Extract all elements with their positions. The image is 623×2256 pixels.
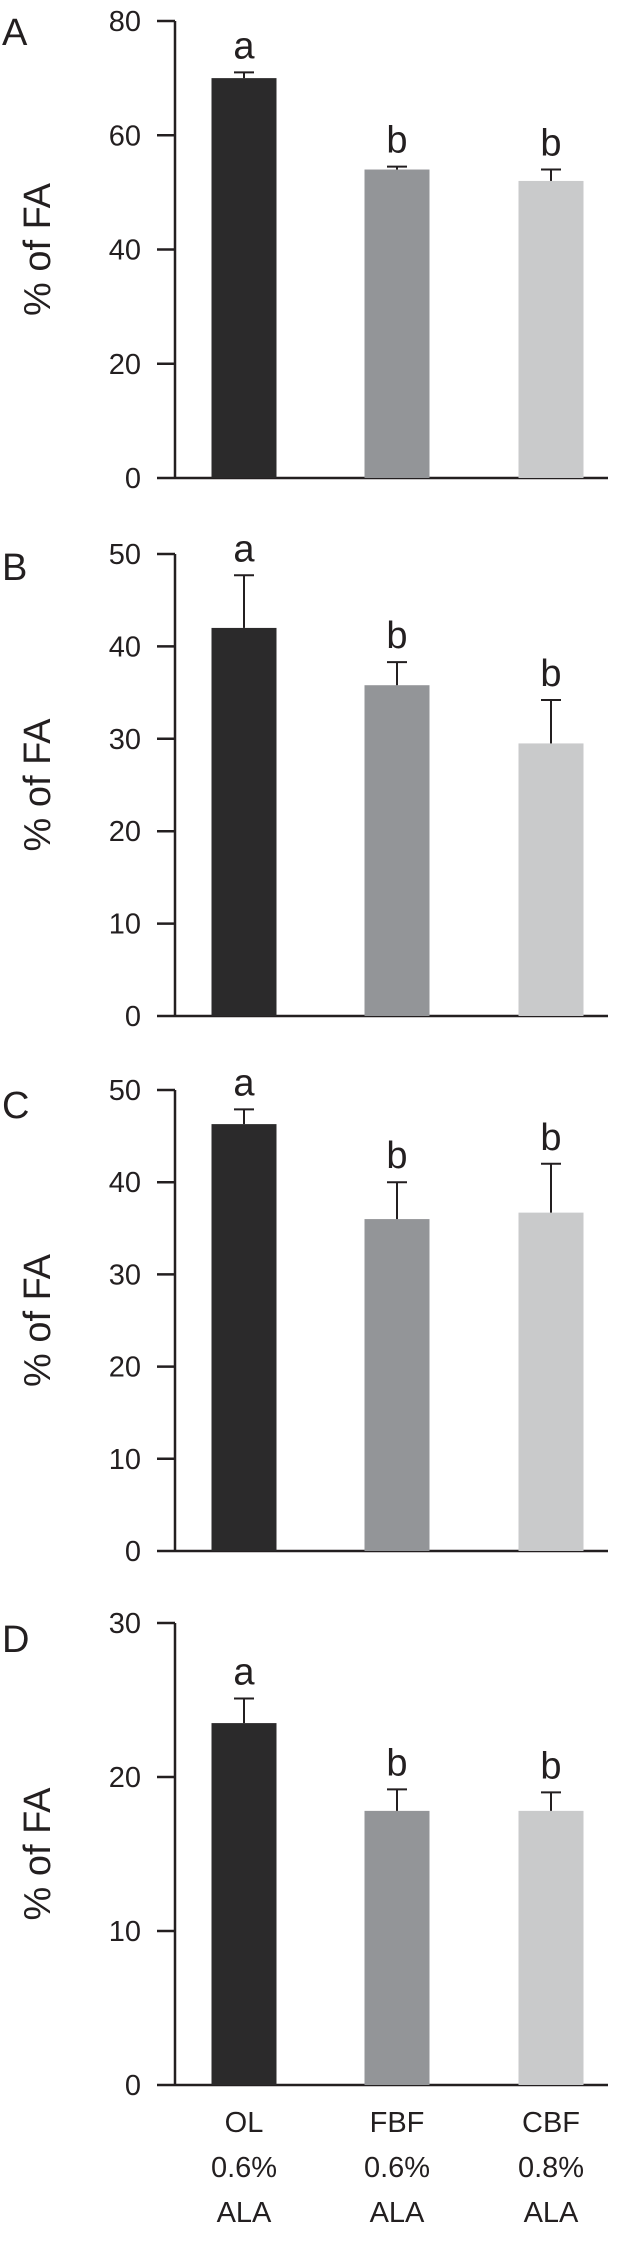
significance-letter: a	[233, 25, 255, 67]
y-tick-label: 60	[109, 120, 141, 152]
y-tick-label: 20	[109, 1762, 141, 1794]
x-category-label: 0.6%	[364, 2152, 430, 2184]
significance-letter: b	[540, 653, 561, 695]
y-axis-title: % of FA	[17, 718, 59, 852]
significance-letter: b	[386, 1135, 407, 1177]
y-tick-label: 50	[109, 539, 141, 571]
panel-letter: D	[2, 1619, 29, 1661]
bar	[518, 743, 584, 1016]
y-tick-label: 10	[109, 909, 141, 941]
x-category-label: ALA	[370, 2197, 425, 2229]
y-tick-label: 30	[109, 1259, 141, 1291]
y-tick-label: 40	[109, 631, 141, 663]
bar	[364, 1219, 430, 1551]
significance-letter: b	[386, 1742, 407, 1784]
y-tick-label: 0	[125, 463, 141, 495]
bar	[518, 180, 584, 478]
bar	[518, 1212, 584, 1551]
y-tick-label: 0	[125, 2070, 141, 2102]
y-tick-label: 20	[109, 1352, 141, 1384]
bar	[211, 1124, 277, 1551]
significance-letter: b	[540, 1745, 561, 1787]
y-tick-label: 30	[109, 724, 141, 756]
y-axis-title: % of FA	[17, 1253, 59, 1387]
x-category-label: ALA	[524, 2197, 579, 2229]
y-tick-label: 0	[125, 1001, 141, 1033]
significance-letter: a	[233, 528, 255, 570]
significance-letter: b	[540, 1117, 561, 1159]
bar	[364, 1810, 430, 2085]
y-tick-label: 30	[109, 1608, 141, 1640]
x-category-label: FBF	[370, 2107, 425, 2139]
y-tick-label: 40	[109, 235, 141, 267]
x-category-label: 0.6%	[211, 2152, 277, 2184]
significance-letter: a	[233, 1651, 255, 1693]
x-category-label: 0.8%	[518, 2152, 584, 2184]
panel-letter: C	[2, 1085, 29, 1127]
bar	[518, 1810, 584, 2085]
significance-letter: a	[233, 1062, 255, 1104]
bar	[211, 78, 277, 478]
significance-letter: b	[386, 615, 407, 657]
x-category-label: ALA	[217, 2197, 272, 2229]
y-tick-label: 10	[109, 1916, 141, 1948]
y-tick-label: 20	[109, 349, 141, 381]
panel-letter: A	[2, 12, 28, 54]
x-category-label: CBF	[522, 2107, 580, 2139]
y-axis-title: % of FA	[17, 182, 59, 316]
panel-letter: B	[2, 547, 27, 589]
y-tick-label: 10	[109, 1444, 141, 1476]
bar	[364, 685, 430, 1016]
significance-letter: b	[540, 123, 561, 165]
bar	[211, 1723, 277, 2085]
bar	[364, 169, 430, 478]
y-tick-label: 80	[109, 6, 141, 38]
y-tick-label: 0	[125, 1536, 141, 1568]
y-tick-label: 40	[109, 1167, 141, 1199]
y-axis-title: % of FA	[17, 1787, 59, 1921]
y-tick-label: 50	[109, 1075, 141, 1107]
x-category-label: OL	[225, 2107, 264, 2139]
bar	[211, 627, 277, 1016]
y-tick-label: 20	[109, 816, 141, 848]
significance-letter: b	[386, 120, 407, 162]
